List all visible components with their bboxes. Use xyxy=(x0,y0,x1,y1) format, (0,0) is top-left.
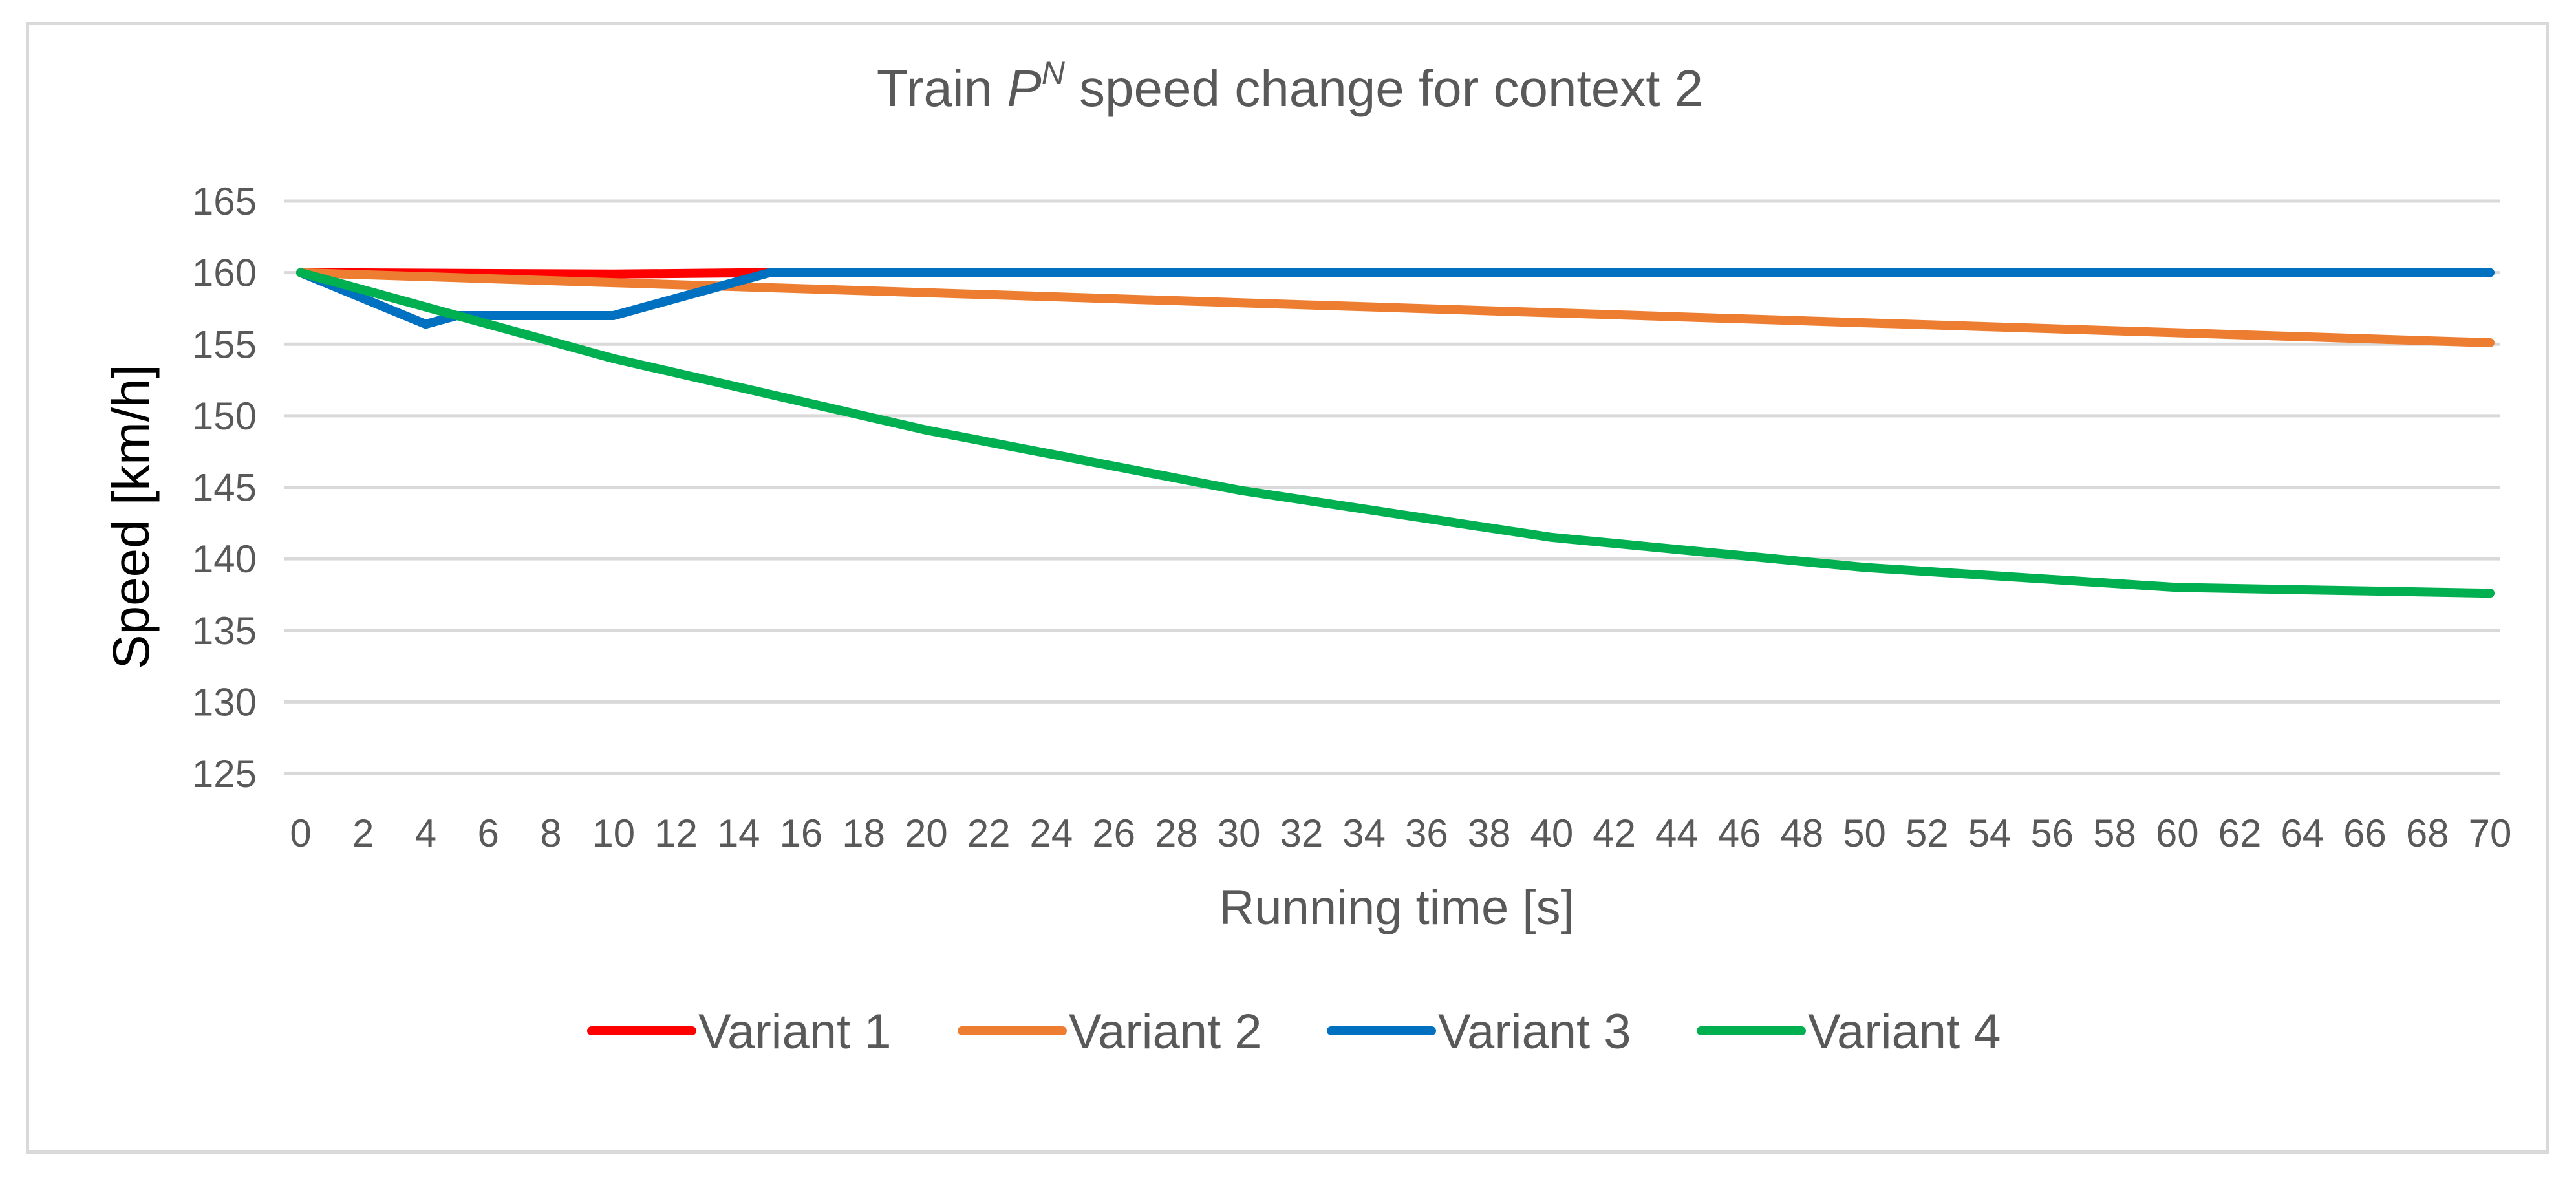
x-tick-label: 48 xyxy=(1780,812,1823,855)
x-tick-label: 60 xyxy=(2156,812,2199,855)
gridlines xyxy=(284,199,2500,775)
x-tick-label: 28 xyxy=(1155,812,1198,855)
y-tick-label: 125 xyxy=(192,752,257,795)
chart-title-symbol: P xyxy=(1007,59,1041,117)
x-tick-label: 12 xyxy=(654,812,698,855)
x-tick-label: 42 xyxy=(1593,812,1636,855)
legend: Variant 1 Variant 2 Variant 3 Variant 4 xyxy=(587,1004,2001,1059)
y-tick-label: 130 xyxy=(192,680,257,724)
x-tick-label: 46 xyxy=(1718,812,1761,855)
x-tick-label: 30 xyxy=(1218,812,1261,855)
x-tick-label: 26 xyxy=(1092,812,1135,855)
x-tick-label: 66 xyxy=(2343,812,2387,855)
x-tick-label: 18 xyxy=(842,812,885,855)
x-tick-label: 68 xyxy=(2406,812,2449,855)
y-tick-label: 155 xyxy=(192,323,257,366)
x-tick-label: 0 xyxy=(290,812,311,855)
x-tick-label: 52 xyxy=(1905,812,1949,855)
x-tick-label: 6 xyxy=(478,812,499,855)
y-tick-label: 145 xyxy=(192,466,257,510)
series-line-variant-2 xyxy=(296,268,2495,347)
x-tick-label: 50 xyxy=(1843,812,1886,855)
chart-frame: Train PN speed change for context 2 125 1… xyxy=(26,22,2549,1154)
x-tick-label: 4 xyxy=(415,812,436,855)
legend-label-variant-2: Variant 2 xyxy=(1069,1004,1262,1059)
legend-label-variant-1: Variant 1 xyxy=(698,1004,892,1059)
chart-title-superscript: N xyxy=(1042,55,1066,91)
x-tick-label: 32 xyxy=(1280,812,1324,855)
x-tick-label: 8 xyxy=(540,812,561,855)
x-tick-label: 58 xyxy=(2093,812,2136,855)
chart-title-prefix: Train xyxy=(877,59,1007,117)
x-tick-label: 20 xyxy=(905,812,948,855)
x-tick-label: 16 xyxy=(780,812,823,855)
x-tick-label: 70 xyxy=(2469,812,2512,855)
series-line-variant-4 xyxy=(296,268,2495,598)
y-tick-label: 165 xyxy=(192,180,257,223)
x-tick-label: 64 xyxy=(2281,812,2324,855)
x-tick-label: 56 xyxy=(2030,812,2074,855)
x-axis-title: Running time [s] xyxy=(1219,880,1574,935)
x-tick-label: 34 xyxy=(1342,812,1386,855)
chart-title-suffix: speed change for context 2 xyxy=(1065,59,1703,117)
x-tick-label: 36 xyxy=(1405,812,1448,855)
chart-title: Train PN speed change for context 2 xyxy=(877,55,1703,117)
x-tick-label: 44 xyxy=(1655,812,1699,855)
y-tick-label: 160 xyxy=(192,252,257,295)
x-tick-label: 40 xyxy=(1530,812,1573,855)
y-tick-label: 150 xyxy=(192,394,257,438)
y-tick-label: 135 xyxy=(192,609,257,653)
x-tick-label: 14 xyxy=(717,812,760,855)
x-tick-label: 2 xyxy=(352,812,374,855)
series-lines xyxy=(296,268,2495,598)
x-tick-label: 22 xyxy=(967,812,1011,855)
y-axis-ticks: 125 130 135 140 145 150 155 160 165 xyxy=(192,180,257,795)
line-chart: Train PN speed change for context 2 1251… xyxy=(102,55,2511,1059)
x-tick-label: 10 xyxy=(592,812,635,855)
series-line-variant-3 xyxy=(296,268,2495,329)
legend-label-variant-3: Variant 3 xyxy=(1438,1004,1631,1059)
y-tick-label: 140 xyxy=(192,537,257,581)
legend-label-variant-4: Variant 4 xyxy=(1808,1004,2001,1059)
x-tick-label: 62 xyxy=(2218,812,2262,855)
x-tick-label: 24 xyxy=(1030,812,1073,855)
x-axis-ticks: 0 2 4 6 8 10 12 14 16 18 20 22 24 26 28 30 32 34 36 38 40 42 4… xyxy=(290,812,2511,855)
x-tick-label: 54 xyxy=(1968,812,2012,855)
x-tick-label: 38 xyxy=(1468,812,1511,855)
y-axis-title: Speed [km/h] xyxy=(102,364,160,669)
